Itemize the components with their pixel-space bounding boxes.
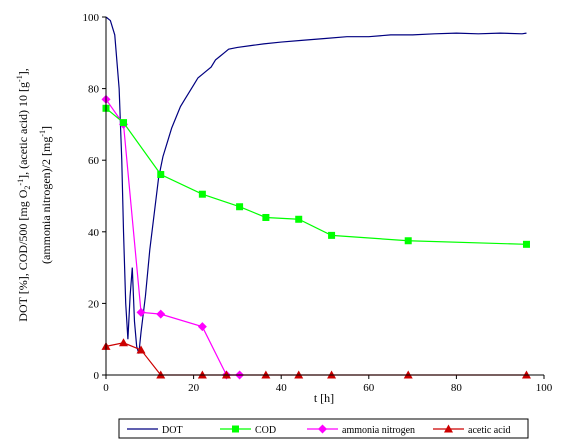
legend: DOT COD ammonia nitrogen acetic acid — [118, 418, 529, 439]
series-line-cod — [105, 107, 527, 245]
series-layer — [101, 16, 531, 380]
data-point-ammonia-nitrogen-4 — [197, 322, 207, 332]
x-tick-label-5: 100 — [536, 382, 553, 394]
x-tick-label-1: 20 — [188, 382, 200, 394]
data-point-ammonia-nitrogen-3 — [156, 309, 166, 319]
legend-marker-ammonia-nitrogen — [318, 424, 327, 434]
data-point-cod-4 — [236, 203, 244, 211]
x-tick-label-4: 80 — [451, 382, 463, 394]
data-point-acetic-acid-2 — [136, 345, 146, 354]
y-tick-label-5: 100 — [83, 12, 100, 24]
y-tick-label-1: 20 — [88, 298, 100, 310]
legend-label-acetic-acid: acetic acid — [468, 425, 510, 436]
data-point-cod-2 — [157, 171, 165, 179]
data-point-cod-5 — [262, 213, 270, 221]
series-acetic-acid — [101, 338, 531, 379]
data-point-ammonia-nitrogen-2 — [136, 307, 146, 317]
legend-item-acetic-acid: acetic acid — [433, 424, 510, 436]
series-line-acetic-acid — [105, 342, 527, 376]
legend-label-cod: COD — [255, 425, 276, 436]
svg-text:DOT [%], COD/500 [mg O2-1], (a: DOT [%], COD/500 [mg O2-1], (acetic acid… — [15, 68, 32, 321]
data-point-cod-9 — [522, 240, 530, 248]
y-tick-label-3: 60 — [88, 155, 100, 167]
data-point-cod-1 — [120, 119, 128, 127]
data-point-cod-3 — [198, 190, 206, 198]
y-tick-label-4: 80 — [88, 84, 100, 96]
legend-label-ammonia-nitrogen: ammonia nitrogen — [342, 425, 415, 436]
x-axis-label: t [h] — [314, 391, 334, 405]
tick-layer: 0 20 40 60 80 100 0 20 40 60 80 100 — [83, 12, 553, 394]
svg-text:(ammonia nitrogen)/2 [mg-1]: (ammonia nitrogen)/2 [mg-1] — [38, 126, 53, 264]
y-axis-label-line-1: DOT [%], COD/500 [mg O — [16, 189, 30, 321]
legend-label-dot: DOT — [162, 425, 183, 436]
series-ammonia-nitrogen — [101, 94, 245, 380]
data-point-cod-6 — [295, 215, 303, 223]
legend-item-ammonia-nitrogen: ammonia nitrogen — [307, 424, 415, 436]
legend-marker-cod — [232, 425, 239, 433]
y-tick-label-0: 0 — [94, 370, 100, 382]
legend-marker-acetic-acid — [444, 424, 453, 433]
y-axis-label: DOT [%], COD/500 [mg O2-1], (acetic acid… — [15, 68, 53, 321]
x-tick-label-2: 40 — [276, 382, 288, 394]
x-tick-label-0: 0 — [103, 382, 109, 394]
series-line-ammonia-nitrogen — [105, 98, 240, 376]
x-tick-label-3: 60 — [363, 382, 375, 394]
axes — [105, 17, 544, 376]
data-point-acetic-acid-1 — [119, 338, 129, 347]
legend-item-dot: DOT — [127, 425, 183, 436]
y-tick-label-2: 40 — [88, 227, 100, 239]
y-axis-label-line-2: (ammonia nitrogen)/2 [mg — [39, 137, 53, 264]
series-dot — [105, 16, 527, 354]
data-point-cod-8 — [404, 237, 412, 245]
data-point-cod-7 — [328, 231, 336, 239]
legend-item-cod: COD — [220, 425, 276, 436]
series-line-dot — [105, 16, 527, 354]
series-cod — [102, 104, 530, 248]
